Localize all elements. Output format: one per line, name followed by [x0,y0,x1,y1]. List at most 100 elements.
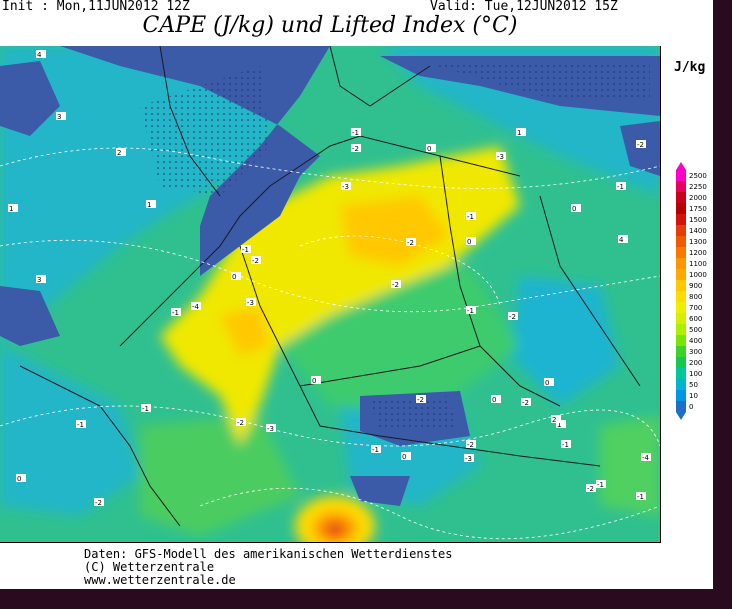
legend-cap-bottom [676,412,686,420]
legend-label: 2000 [689,194,707,202]
li-label: 0 [492,396,496,404]
legend-swatch [676,170,686,181]
legend-swatch [676,258,686,269]
li-label-bg [36,50,46,58]
li-label: -1 [242,246,249,254]
li-label: -3 [465,455,472,463]
li-label-bg [391,280,401,288]
li-label: 0 [232,273,236,281]
legend-swatch [676,192,686,203]
legend-swatch [676,225,686,236]
li-label: -2 [509,313,516,321]
li-label: -1 [597,481,604,489]
li-label: -4 [192,303,200,311]
li-label-bg [351,144,361,152]
li-label: 4 [619,236,624,244]
li-label-bg [8,204,18,212]
li-label-bg [76,420,86,428]
legend-label: 400 [689,337,702,345]
legend-swatch [676,379,686,390]
li-label-bg [56,112,66,120]
li-label-bg [146,200,156,208]
li-label-bg [556,420,566,428]
li-label-bg [171,308,181,316]
map-frame [0,46,661,543]
legend-label: 1400 [689,227,707,235]
country-borders [19,46,641,527]
credit-website[interactable]: www.wetterzentrale.de [84,573,236,587]
li-label: -1 [467,307,474,315]
li-label-bg [544,378,554,386]
cape-map[interactable]: -1-2-301234-1-2-30-1-201-1-20-3-4-1-2-1-… [0,46,660,542]
li-label-bg [521,398,531,406]
li-label: -2 [252,257,259,265]
legend-swatch [676,357,686,368]
li-label: 0 [312,377,316,385]
li-label: -2 [407,239,414,247]
legend-swatch [676,368,686,379]
li-label: 3 [37,276,41,284]
bottom-border [0,589,732,609]
li-label-bg [466,212,476,220]
li-label: -1 [562,441,569,449]
li-label-bg [351,128,361,136]
legend-swatch [676,335,686,346]
li-label: -3 [247,299,254,307]
lifted-index-contours [0,147,660,540]
legend-swatch [676,291,686,302]
li-label: -2 [95,499,102,507]
legend-label: 700 [689,304,702,312]
li-label: -3 [497,153,504,161]
map-title: CAPE (J/kg) und Lifted Index (°C) [142,13,518,38]
legend-swatch [676,247,686,258]
li-label-bg [464,454,474,462]
legend-swatch [676,313,686,324]
legend-swatch [676,236,686,247]
li-label: -2 [237,419,244,427]
legend-label: 300 [689,348,702,356]
li-label-bg [231,272,241,280]
li-label-bg [508,312,518,320]
li-label-bg [116,148,126,156]
li-label: -2 [637,141,644,149]
li-label: -1 [372,446,379,454]
li-label-bg [401,452,411,460]
li-label: -2 [522,399,529,407]
li-label-bg [636,140,646,148]
li-label: -2 [417,396,424,404]
li-label-bg [496,152,506,160]
legend-label: 1100 [689,260,707,268]
legend-cap-top [676,162,686,170]
li-label-bg [36,275,46,283]
li-label-bg [16,474,26,482]
li-label: 0 [427,145,431,153]
li-label-bg [406,238,416,246]
legend-label: 500 [689,326,702,334]
credit-data-source: Daten: GFS-Modell des amerikanischen Wet… [84,547,453,561]
legend-label: 100 [689,370,702,378]
credit-copyright: (C) Wetterzentrale [84,560,215,574]
legend-label: 200 [689,359,702,367]
li-label-bg [426,144,436,152]
li-label: -1 [142,405,149,413]
li-label-bg [371,445,381,453]
li-label-bg [94,498,104,506]
li-label-bg [266,424,276,432]
li-label: 2 [117,149,121,157]
legend-swatch [676,324,686,335]
li-label-bg [241,245,251,253]
legend-label: 0 [689,403,693,411]
legend-swatch [676,401,686,412]
li-label-bg [618,235,628,243]
li-label: -4 [642,454,650,462]
legend-swatch [676,269,686,280]
li-label-bg [616,182,626,190]
init-time: Init : Mon,11JUN2012 12Z [2,0,190,14]
legend-label: 10 [689,392,698,400]
legend-swatch [676,181,686,192]
li-label-bg [251,256,261,264]
legend-label: 1000 [689,271,707,279]
li-label-bg [636,492,646,500]
li-label-bg [551,415,561,423]
li-label-bg [596,480,606,488]
